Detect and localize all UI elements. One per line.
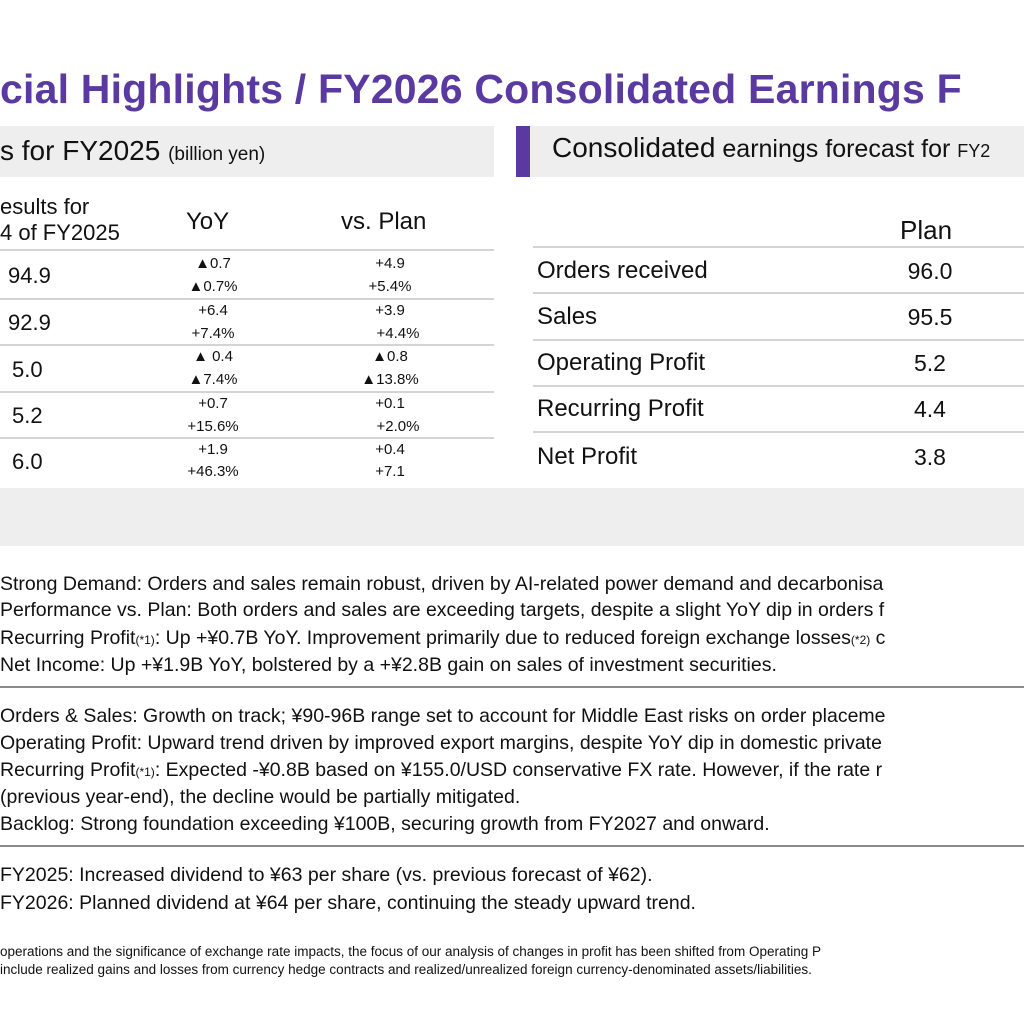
forecast-line: Recurring Profit(*1): Expected -¥0.8B ba… (0, 759, 882, 782)
forecast-line-text: Recurring Profit (0, 759, 136, 781)
plan-value: 5.2 (914, 350, 946, 376)
yoy-pct: ▲7.4% (188, 371, 238, 388)
yoy-abs: +0.7 (198, 395, 228, 412)
plan-pct: ▲13.8% (361, 371, 419, 388)
highlight-line-text: : Up +¥0.7B YoY. Improvement primarily d… (154, 627, 851, 649)
table-divider (0, 249, 494, 251)
result-value: 5.2 (12, 403, 43, 428)
col-header-yoy: YoY (186, 208, 230, 235)
right-panel-title-tail: FY2 (957, 141, 991, 161)
forecast-line-text: : Expected -¥0.8B based on ¥155.0/USD co… (154, 759, 883, 781)
page-title: cial Highlights / FY2026 Consolidated Ea… (0, 66, 962, 112)
table-divider (533, 431, 1024, 433)
footnote-ref: (*1) (135, 633, 155, 647)
dividend-line: FY2026: Planned dividend at ¥64 per shar… (0, 892, 696, 914)
forecast-line: (previous year-end), the decline would b… (0, 786, 521, 808)
section-divider (0, 845, 1024, 847)
highlight-line: Net Income: Up +¥1.9B YoY, bolstered by … (0, 654, 777, 676)
col-header-plan: Plan (900, 215, 953, 245)
table-divider (533, 246, 1024, 248)
table-divider (533, 339, 1024, 341)
col-header-results: esults for 4 of FY2025 (0, 194, 120, 245)
row-label-net-profit: Net Profit (537, 443, 638, 470)
row-label-operating-profit: Operating Profit (537, 349, 706, 376)
yoy-abs: ▲0.7 (195, 255, 231, 272)
yoy-pct: +7.4% (191, 325, 235, 342)
table-divider (0, 391, 494, 393)
dividend-line: FY2025: Increased dividend to ¥63 per sh… (0, 864, 653, 886)
summary-band (0, 488, 1024, 546)
plan-value: 95.5 (907, 304, 953, 330)
forecast-line: Backlog: Strong foundation exceeding ¥10… (0, 813, 770, 835)
highlight-line: Strong Demand: Orders and sales remain r… (0, 573, 884, 595)
plan-abs: ▲0.8 (372, 348, 408, 365)
highlight-line: Recurring Profit(*1): Up +¥0.7B YoY. Imp… (0, 627, 885, 650)
plan-pct: +5.4% (368, 278, 412, 295)
plan-pct: +7.1 (375, 463, 405, 480)
section-divider (0, 686, 1024, 688)
plan-abs: +4.9 (375, 255, 405, 272)
result-value: 92.9 (8, 310, 51, 335)
right-panel-title-main: Consolidated (552, 132, 716, 163)
footnote-ref: (*2) (850, 633, 871, 647)
right-panel-header (530, 126, 1024, 177)
yoy-pct: ▲0.7% (188, 278, 238, 295)
yoy-abs: ▲ 0.4 (193, 348, 233, 365)
yoy-abs: +1.9 (198, 441, 228, 458)
plan-value: 96.0 (907, 258, 953, 284)
table-divider (533, 292, 1024, 294)
plan-abs: +0.1 (375, 395, 405, 412)
highlight-line-text: c (870, 627, 886, 649)
result-value: 5.0 (12, 357, 43, 382)
table-divider (0, 298, 494, 300)
plan-abs: +3.9 (375, 302, 405, 319)
forecast-line: Orders & Sales: Growth on track; ¥90-96B… (0, 705, 886, 727)
plan-value: 3.8 (914, 444, 946, 470)
col-header-vs-plan: vs. Plan (341, 208, 427, 235)
right-panel-title-rest: earnings forecast for (715, 135, 958, 163)
result-value: 94.9 (8, 263, 51, 288)
yoy-pct: +46.3% (187, 463, 239, 480)
left-panel-header (0, 126, 494, 177)
plan-value: 4.4 (914, 396, 946, 422)
yoy-abs: +6.4 (198, 302, 228, 319)
plan-pct: +2.0% (376, 418, 420, 435)
table-divider (0, 437, 494, 439)
row-label-orders: Orders received (537, 257, 708, 284)
plan-abs: +0.4 (375, 441, 405, 458)
right-panel-accent-bar (516, 126, 530, 177)
row-label-recurring-profit: Recurring Profit (537, 395, 704, 422)
highlight-line: Performance vs. Plan: Both orders and sa… (0, 599, 885, 621)
plan-pct: +4.4% (376, 325, 420, 342)
left-panel-title-text: s for FY2025 (0, 135, 161, 166)
left-panel-title: s for FY2025 (billion yen) (0, 135, 265, 167)
table-divider (0, 344, 494, 346)
forecast-line: Operating Profit: Upward trend driven by… (0, 732, 882, 754)
unit-label: (billion yen) (168, 144, 266, 165)
highlight-line-text: Recurring Profit (0, 627, 136, 649)
footnote: include realized gains and losses from c… (0, 962, 812, 977)
row-label-sales: Sales (537, 303, 598, 330)
table-divider (533, 385, 1024, 387)
right-panel-title: Consolidated earnings forecast for FY2 (552, 132, 990, 164)
result-value: 6.0 (12, 449, 43, 474)
yoy-pct: +15.6% (187, 418, 239, 435)
footnote: operations and the significance of excha… (0, 944, 821, 959)
footnote-ref: (*1) (135, 765, 155, 779)
